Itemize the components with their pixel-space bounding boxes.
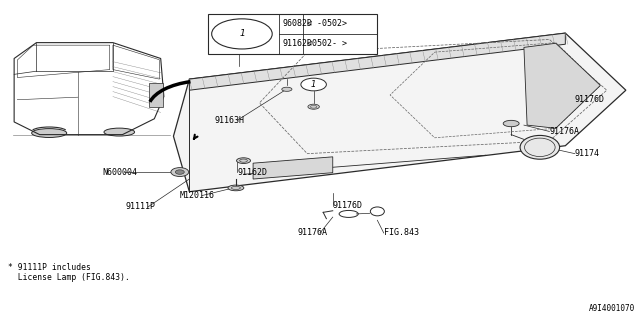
Polygon shape [253, 157, 333, 179]
Bar [149, 83, 163, 107]
Text: 91163H: 91163H [215, 116, 245, 125]
Text: 96082D: 96082D [282, 20, 312, 28]
Text: 1: 1 [239, 29, 245, 38]
Ellipse shape [503, 120, 519, 127]
Circle shape [175, 170, 184, 174]
Ellipse shape [520, 135, 559, 159]
Bar [209, 14, 378, 54]
Circle shape [212, 19, 272, 49]
Polygon shape [173, 33, 626, 192]
Text: < -0502>: < -0502> [307, 20, 347, 28]
Ellipse shape [308, 104, 319, 109]
Text: N600004: N600004 [102, 168, 137, 177]
Text: 91111P: 91111P [125, 203, 156, 212]
Polygon shape [189, 33, 565, 90]
Text: 91162D: 91162D [237, 168, 267, 177]
Text: FIG.843: FIG.843 [384, 228, 419, 237]
Text: 91176A: 91176A [298, 228, 328, 237]
Text: 91176D: 91176D [333, 202, 363, 211]
Text: 91162D: 91162D [282, 39, 312, 48]
Text: M120116: M120116 [180, 191, 215, 200]
Polygon shape [524, 43, 600, 128]
Circle shape [171, 168, 189, 177]
Text: A9I4001070: A9I4001070 [589, 304, 636, 313]
Ellipse shape [237, 158, 250, 164]
Text: <0502- >: <0502- > [307, 39, 347, 48]
Text: 1: 1 [311, 80, 316, 89]
Ellipse shape [31, 129, 67, 138]
Text: * 91111P includes
  License Lamp (FIG.843).: * 91111P includes License Lamp (FIG.843)… [8, 263, 130, 283]
Ellipse shape [228, 185, 244, 191]
Ellipse shape [104, 128, 134, 136]
Ellipse shape [282, 87, 292, 91]
Text: 91176A: 91176A [549, 127, 579, 136]
Text: 91176D: 91176D [575, 95, 605, 104]
Text: 91174: 91174 [575, 149, 600, 158]
Circle shape [301, 78, 326, 91]
